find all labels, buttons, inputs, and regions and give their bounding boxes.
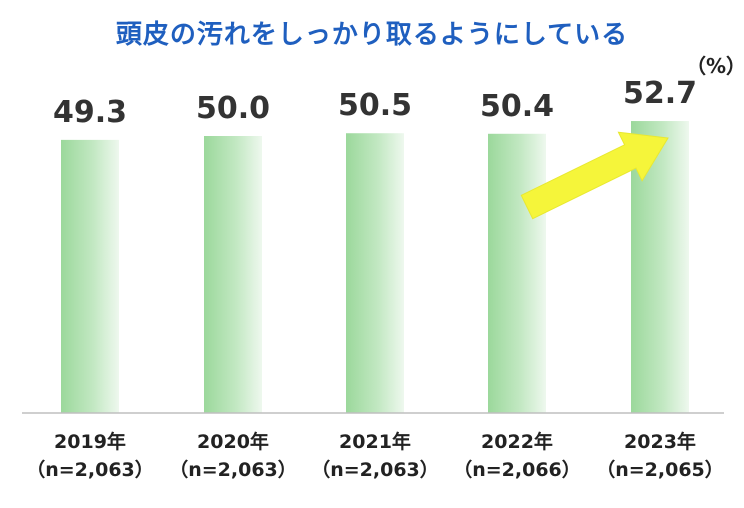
- bar-2019年: [61, 139, 119, 414]
- x-tick-year: 2019年: [54, 431, 126, 453]
- x-tick-year: 2022年: [481, 431, 553, 453]
- value-label-2019年: 49.3: [53, 95, 127, 130]
- chart-title: 頭皮の汚れをしっかり取るようにしている: [115, 20, 629, 50]
- unit-label: （%）: [686, 54, 744, 78]
- trend-arrow-shape: [520, 131, 669, 220]
- x-tick-label-2022年: 2022年 （n=2,066）: [437, 428, 597, 484]
- x-tick-year: 2020年: [197, 431, 269, 453]
- x-tick-label-2019年: 2019年 （n=2,063）: [10, 428, 170, 484]
- bar-2021年: [346, 133, 404, 414]
- x-tick-sample-size: （n=2,066）: [453, 459, 581, 481]
- trend-arrow: [520, 131, 669, 220]
- x-tick-sample-size: （n=2,063）: [169, 459, 297, 481]
- x-tick-sample-size: （n=2,065）: [596, 459, 724, 481]
- x-tick-sample-size: （n=2,063）: [26, 459, 154, 481]
- x-tick-sample-size: （n=2,063）: [311, 459, 439, 481]
- value-label-2022年: 50.4: [480, 89, 554, 124]
- bar-2022年: [488, 133, 546, 413]
- x-tick-year: 2023年: [624, 431, 696, 453]
- value-label-2021年: 50.5: [338, 88, 412, 123]
- x-tick-year: 2021年: [339, 431, 411, 453]
- x-tick-label-2021年: 2021年 （n=2,063）: [295, 428, 455, 484]
- x-tick-label-2020年: 2020年 （n=2,063）: [153, 428, 313, 484]
- value-label-2020年: 50.0: [196, 91, 270, 126]
- x-tick-label-2023年: 2023年 （n=2,065）: [580, 428, 740, 484]
- value-label-2023年: 52.7: [623, 76, 697, 111]
- bar-2020年: [204, 136, 262, 413]
